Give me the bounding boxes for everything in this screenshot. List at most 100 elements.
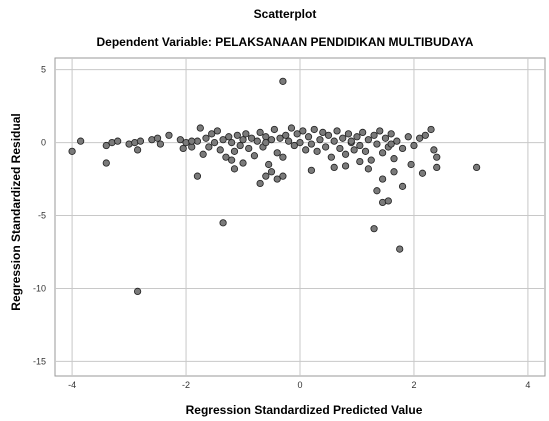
scatter-point bbox=[247, 134, 256, 142]
scatter-point bbox=[341, 162, 350, 170]
scatter-point bbox=[262, 139, 270, 147]
scatter-point bbox=[359, 128, 367, 136]
scatter-point bbox=[407, 160, 415, 169]
scatter-point bbox=[356, 157, 364, 166]
scatter-point bbox=[313, 147, 321, 155]
scatter-point bbox=[176, 136, 184, 144]
x-tick-label: 4 bbox=[525, 380, 530, 390]
scatter-point bbox=[279, 172, 287, 180]
scatter-point bbox=[153, 134, 162, 142]
scatter-point bbox=[356, 141, 364, 150]
scatter-point bbox=[344, 130, 353, 138]
scatter-point bbox=[418, 169, 427, 177]
scatter-point bbox=[370, 131, 378, 139]
scatter-point bbox=[387, 130, 395, 138]
scatter-point bbox=[364, 165, 372, 173]
chart-subtitle: Dependent Variable: PELAKSANAAN PENDIDIK… bbox=[97, 35, 474, 49]
scatter-point bbox=[398, 182, 407, 190]
scatter-point bbox=[242, 130, 250, 138]
scatter-point bbox=[353, 133, 361, 141]
scatter-point bbox=[256, 128, 264, 136]
scatter-point bbox=[205, 143, 213, 151]
scatter-point bbox=[265, 160, 273, 169]
y-tick-label: 0 bbox=[41, 138, 46, 148]
scatter-point bbox=[230, 147, 239, 155]
scatter-point bbox=[379, 149, 387, 157]
data-points bbox=[68, 77, 481, 295]
scatter-point bbox=[279, 153, 287, 161]
scatter-point bbox=[381, 134, 390, 142]
scatter-point bbox=[219, 219, 227, 227]
scatter-point bbox=[262, 172, 270, 180]
scatter-point bbox=[210, 139, 219, 147]
scatter-point bbox=[267, 136, 276, 144]
scatter-point bbox=[299, 127, 307, 135]
scatter-point bbox=[330, 163, 338, 172]
y-tick-label: -10 bbox=[33, 283, 46, 293]
scatter-point bbox=[136, 137, 145, 145]
scatter-point bbox=[179, 144, 187, 153]
scatter-point bbox=[114, 137, 122, 145]
scatter-point bbox=[256, 179, 264, 188]
scatter-point bbox=[310, 125, 318, 134]
scatter-point bbox=[384, 197, 392, 205]
scatter-point bbox=[293, 130, 301, 138]
scatter-point bbox=[396, 245, 404, 253]
scatter-point bbox=[322, 143, 330, 151]
scatter-point bbox=[373, 140, 381, 148]
scatter-point bbox=[102, 159, 110, 167]
scatter-point bbox=[225, 133, 233, 141]
scatter-point bbox=[230, 165, 239, 173]
scatter-point bbox=[273, 149, 281, 157]
scatter-point bbox=[319, 128, 327, 136]
scatter-point bbox=[134, 146, 142, 154]
scatter-point bbox=[102, 141, 110, 150]
scatter-point bbox=[387, 140, 395, 148]
scatter-point bbox=[304, 133, 313, 141]
scatter-point bbox=[222, 153, 230, 161]
scatter-point bbox=[473, 163, 481, 172]
scatter-point bbox=[433, 163, 441, 172]
scatter-point bbox=[279, 77, 287, 85]
scatter-point bbox=[193, 172, 202, 180]
scatter-point bbox=[77, 137, 85, 145]
scatter-point bbox=[245, 144, 253, 153]
scatter-point bbox=[316, 136, 324, 144]
scatter-point bbox=[416, 134, 424, 142]
tick-labels: -4 -2 0 2 4 5 0 -5 -10 -15 bbox=[33, 65, 530, 390]
scatter-point bbox=[253, 137, 261, 145]
scatter-point bbox=[373, 187, 381, 195]
scatter-point bbox=[270, 125, 278, 134]
scatter-point bbox=[285, 137, 293, 145]
scatter-point bbox=[336, 144, 344, 153]
scatter-point bbox=[376, 127, 384, 135]
scatter-point bbox=[208, 130, 216, 138]
scatter-point bbox=[404, 133, 412, 141]
scatter-point bbox=[134, 287, 142, 295]
scatter-point bbox=[219, 136, 227, 144]
scatter-point bbox=[390, 168, 398, 176]
x-tick-label: -4 bbox=[68, 380, 76, 390]
scatter-point bbox=[333, 127, 341, 135]
scatter-point bbox=[427, 125, 435, 134]
scatter-point bbox=[216, 146, 224, 154]
scatter-point bbox=[327, 153, 335, 161]
scatter-point bbox=[196, 124, 204, 132]
scatter-point bbox=[347, 137, 355, 145]
x-tick-label: -2 bbox=[182, 380, 190, 390]
scatter-point bbox=[302, 146, 310, 154]
scatter-point bbox=[267, 168, 276, 176]
scatter-point bbox=[273, 175, 281, 183]
scatter-point bbox=[370, 225, 378, 233]
scatter-point bbox=[307, 140, 315, 148]
x-tick-label: 2 bbox=[411, 380, 416, 390]
scatter-point bbox=[350, 146, 358, 154]
scatter-point bbox=[330, 137, 338, 145]
scatter-point bbox=[324, 131, 333, 139]
scatter-point bbox=[364, 136, 372, 144]
scatter-point bbox=[410, 141, 418, 150]
y-tick-label: -15 bbox=[33, 356, 46, 366]
chart-title: Scatterplot bbox=[254, 7, 317, 21]
x-axis-label: Regression Standardized Predicted Value bbox=[186, 403, 423, 417]
